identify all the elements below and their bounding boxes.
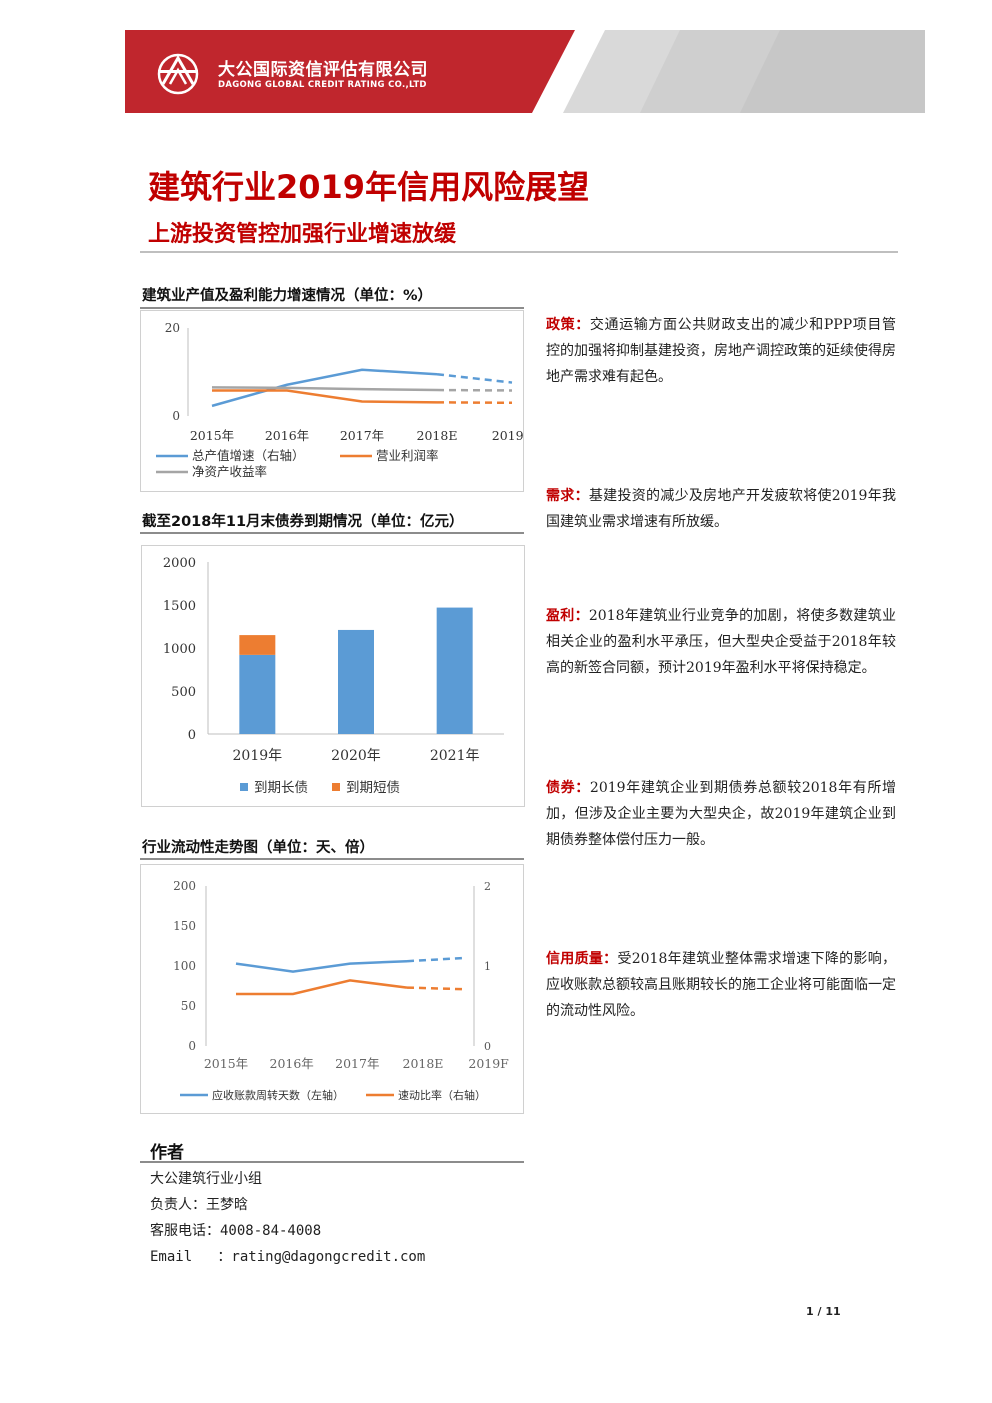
section-credit-quality: 信用质量：受2018年建筑业整体需求增速下降的影响，应收账款总额较高且账期较长的…	[546, 946, 896, 1024]
chart2-x-tick: 2021年	[430, 748, 480, 764]
chart3-title: 行业流动性走势图（单位：天、倍）	[142, 840, 374, 856]
chart2-y-tick: 0	[188, 728, 196, 743]
section-profit: 盈利：2018年建筑业行业竞争的加剧，将使多数建筑业相关企业的盈利水平承压，但大…	[546, 603, 896, 681]
chart2-legend-label: 到期长债	[254, 780, 308, 796]
chart3-series-line	[235, 959, 408, 973]
chart3-y-tick: 0	[188, 1039, 196, 1053]
company-logo	[157, 53, 199, 95]
chart3-series-line	[236, 979, 408, 996]
chart2-rule	[140, 532, 524, 534]
author-phone: 客服电话：4008-84-4008	[150, 1223, 322, 1239]
chart3-liquidity-lines: 200 150 100 50 0 2 1 0 2015年 2016年 2017年 2018E 2019F…	[140, 864, 524, 1114]
chart3-y2-tick: 0	[484, 1040, 491, 1053]
chart2-bar	[239, 635, 276, 655]
chart1-series-forecast	[436, 372, 513, 384]
chart2-x-tick: 2019年	[233, 748, 283, 764]
section-policy: 政策：交通运输方面公共财政支出的减少和PPP项目管控的加强将抑制基建投资，房地产…	[546, 312, 896, 390]
chart3-y-tick: 200	[173, 879, 196, 893]
chart1-title: 建筑业产值及盈利能力增速情况（单位：%）	[142, 288, 433, 304]
chart2-y-tick: 500	[171, 685, 196, 700]
section-text: 交通运输方面公共财政支出的减少和PPP项目管控的加强将抑制基建投资，房地产调控政…	[546, 317, 896, 385]
section-label: 债券：	[546, 780, 590, 796]
chart1-x-tick: 2017年	[340, 428, 384, 443]
report-subtitle: 上游投资管控加强行业增速放缓	[148, 222, 457, 247]
chart1-growth-lines: 20 0 2015年 2016年 2017年 2018E 2019F 总产值增速（右轴） 营业利…	[140, 310, 524, 492]
chart3-legend-label: 应收账款周转天数（左轴）	[212, 1088, 344, 1102]
chart3-x-tick: 2015年	[204, 1056, 248, 1071]
chart1-rule	[140, 307, 524, 309]
section-label: 盈利：	[546, 608, 589, 624]
author-lead: 负责人：王梦晗	[150, 1197, 248, 1213]
section-text: 2018年建筑业行业竞争的加剧，将使多数建筑业相关企业的盈利水平承压，但大型央企…	[546, 608, 896, 676]
chart3-x-tick: 2018E	[403, 1056, 444, 1071]
chart3-y-tick: 150	[173, 919, 196, 933]
title-divider	[140, 251, 898, 253]
chart1-legend-label: 总产值增速（右轴）	[192, 448, 305, 463]
section-bonds: 债券：2019年建筑企业到期债券总额较2018年有所增加，但涉及企业主要为大型央…	[546, 775, 896, 853]
section-label: 需求：	[546, 488, 589, 504]
chart1-frame	[140, 310, 524, 492]
chart3-x-tick: 2016年	[270, 1056, 314, 1071]
author-group: 大公建筑行业小组	[150, 1171, 262, 1187]
chart3-x-tick: 2017年	[335, 1056, 379, 1071]
company-name-cn: 大公国际资信评估有限公司	[218, 60, 428, 80]
chart3-series-forecast	[406, 986, 465, 991]
chart2-legend-swatch	[332, 783, 340, 791]
chart1-x-tick: 2015年	[190, 428, 234, 443]
page-number: 1 / 11	[806, 1305, 841, 1318]
author-email[interactable]: Email ：rating@dagongcredit.com	[150, 1249, 426, 1265]
company-name-en: DAGONG GLOBAL CREDIT RATING CO.,LTD	[218, 80, 427, 90]
chart2-bar	[338, 629, 374, 734]
chart1-y-tick: 0	[172, 409, 180, 423]
chart1-legend-label: 营业利润率	[376, 448, 439, 463]
section-demand: 需求：基建投资的减少及房地产开发疲软将使2019年我国建筑业需求增速有所放缓。	[546, 483, 896, 535]
chart2-y-tick: 1000	[163, 642, 196, 657]
section-text: 2019年建筑企业到期债券总额较2018年有所增加，但涉及企业主要为大型央企，故…	[546, 780, 897, 848]
chart1-x-tick: 2018E	[417, 428, 458, 443]
chart2-y-tick: 2000	[163, 556, 196, 571]
chart2-title: 截至2018年11月末债券到期情况（单位：亿元）	[142, 514, 464, 530]
section-text: 受2018年建筑业整体需求增速下降的影响，应收账款总额较高且账期较长的施工企业将…	[546, 951, 896, 1019]
chart3-y-tick: 100	[173, 959, 196, 973]
chart1-series-line	[211, 368, 438, 408]
section-label: 政策：	[546, 317, 590, 333]
chart3-x-tick: 2019F	[468, 1056, 509, 1071]
chart1-y-tick: 20	[165, 321, 180, 335]
chart2-bar	[436, 607, 473, 734]
chart3-series-forecast	[406, 956, 465, 963]
chart3-rule	[140, 858, 524, 860]
report-title: 建筑行业2019年信用风险展望	[148, 168, 590, 206]
chart1-x-tick: 2016年	[265, 428, 309, 443]
section-label: 信用质量：	[546, 951, 618, 967]
chart1-x-tick: 2019F	[492, 428, 524, 443]
chart3-legend-label: 速动比率（右轴）	[398, 1088, 486, 1102]
chart3-y2-tick: 1	[484, 960, 491, 973]
chart1-legend-label: 净资产收益率	[192, 464, 267, 479]
author-heading: 作者	[150, 1143, 184, 1163]
header-banner	[125, 30, 925, 113]
chart3-y2-tick: 2	[484, 880, 491, 893]
chart2-x-tick: 2020年	[331, 748, 381, 764]
chart2-legend-swatch	[240, 783, 248, 791]
chart2-legend-label: 到期短债	[346, 780, 400, 796]
chart3-y-tick: 50	[181, 999, 196, 1013]
chart1-series-line	[211, 386, 438, 392]
chart2-bar	[239, 654, 276, 734]
chart1-series-line	[212, 389, 438, 404]
chart3-frame	[140, 864, 524, 1114]
section-text: 基建投资的减少及房地产开发疲软将使2019年我国建筑业需求增速有所放缓。	[546, 488, 896, 530]
chart2-y-tick: 1500	[163, 599, 196, 614]
author-divider	[140, 1161, 524, 1163]
